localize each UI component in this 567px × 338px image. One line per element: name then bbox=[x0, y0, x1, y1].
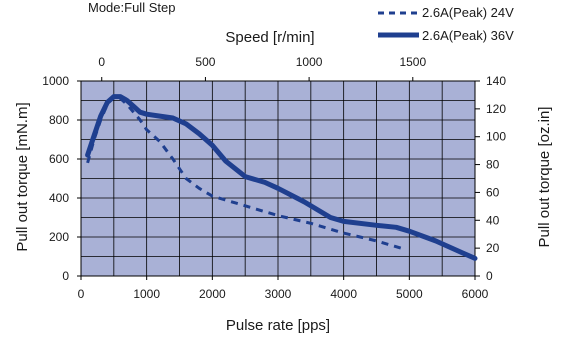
y2-axis-title: Pull out torque [oz.in] bbox=[536, 107, 553, 248]
y-tick-label: 600 bbox=[49, 152, 69, 166]
y-axis-title: Pull out torque [mN.m] bbox=[14, 102, 31, 251]
y-tick-label: 1000 bbox=[42, 74, 69, 88]
y2-tick-label: 0 bbox=[486, 269, 493, 283]
y-tick-label: 800 bbox=[49, 113, 69, 127]
mode-label: Mode:Full Step bbox=[88, 0, 175, 15]
x2-tick-label: 500 bbox=[195, 55, 215, 69]
x-tick-label: 1000 bbox=[133, 287, 160, 301]
y-tick-label: 400 bbox=[49, 191, 69, 205]
y2-tick-label: 20 bbox=[486, 241, 500, 255]
x-tick-label: 0 bbox=[78, 287, 85, 301]
series-layer bbox=[85, 94, 478, 261]
y-tick-label: 200 bbox=[49, 230, 69, 244]
y2-tick-label: 120 bbox=[486, 102, 506, 116]
x-tick-label: 2000 bbox=[199, 287, 226, 301]
legend-label-24v: 2.6A(Peak) 24V bbox=[422, 5, 514, 20]
x-tick-label: 3000 bbox=[265, 287, 292, 301]
y2-tick-label: 80 bbox=[486, 158, 500, 172]
x-axis-title: Pulse rate [pps] bbox=[226, 317, 330, 334]
x2-tick-label: 1500 bbox=[399, 55, 426, 69]
x2-tick-label: 0 bbox=[98, 55, 105, 69]
y2-tick-label: 140 bbox=[486, 74, 506, 88]
series-line-36v bbox=[85, 94, 478, 261]
legend: 2.6A(Peak) 24V 2.6A(Peak) 36V bbox=[378, 5, 514, 43]
x2-axis-title: Speed [r/min] bbox=[225, 29, 314, 46]
y-tick-label: 0 bbox=[62, 269, 69, 283]
x-tick-label: 4000 bbox=[330, 287, 357, 301]
y2-tick-label: 60 bbox=[486, 185, 500, 199]
x-tick-label: 6000 bbox=[462, 287, 489, 301]
x-tick-label: 5000 bbox=[396, 287, 423, 301]
legend-label-36v: 2.6A(Peak) 36V bbox=[422, 28, 514, 43]
axis-ticks: 0 1000 2000 3000 4000 5000 6000020040060080010… bbox=[42, 55, 506, 301]
y2-tick-label: 100 bbox=[486, 130, 506, 144]
x2-tick-label: 1000 bbox=[296, 55, 323, 69]
y2-tick-label: 40 bbox=[486, 213, 500, 227]
